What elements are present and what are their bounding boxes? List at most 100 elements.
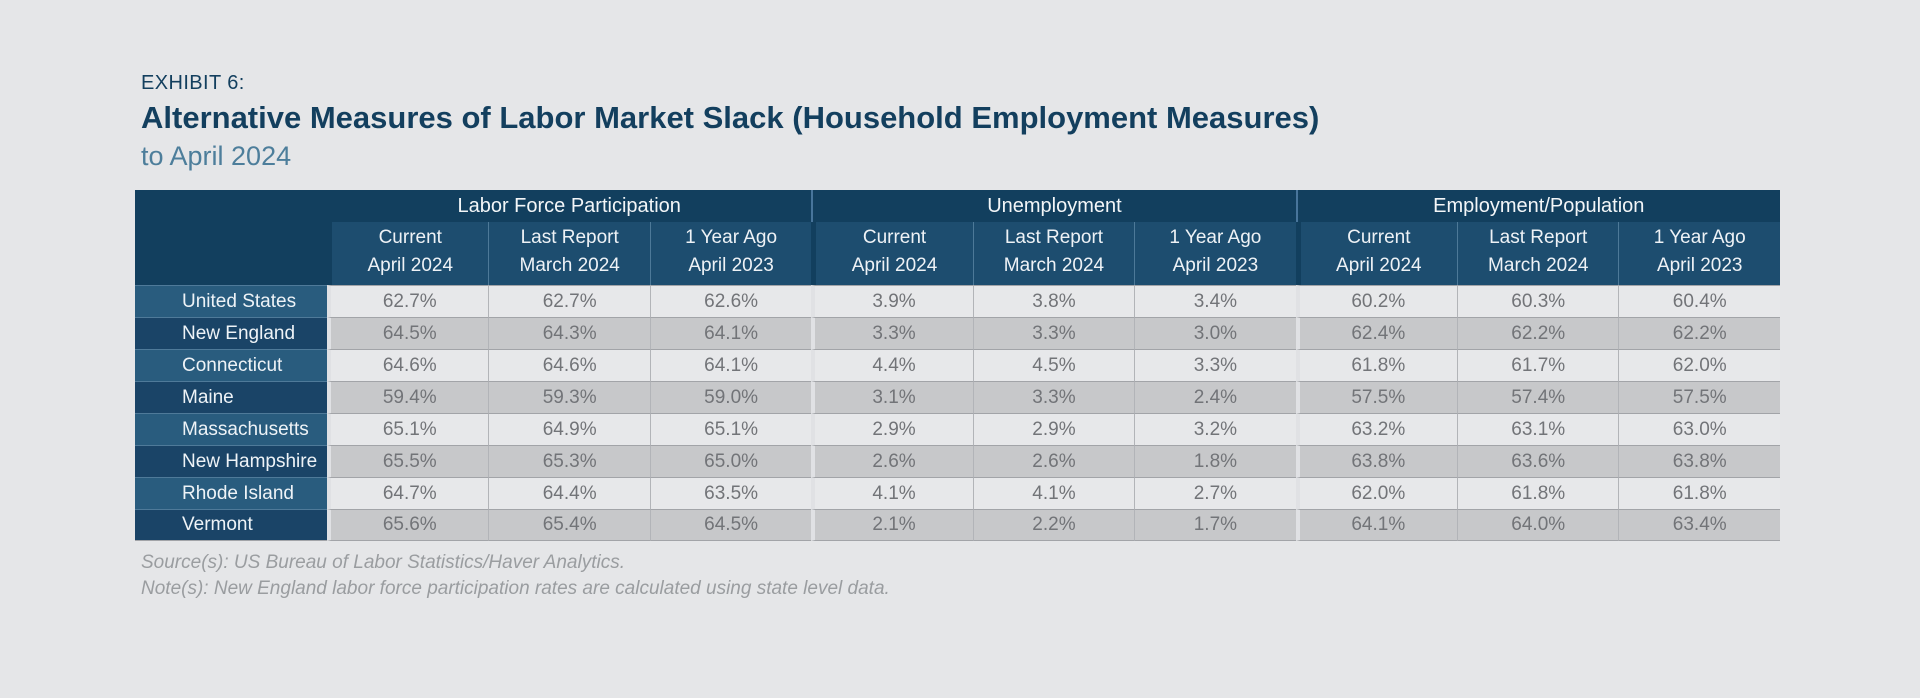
table-cell: 64.6% (488, 349, 650, 381)
column-header-line1: Current (1347, 226, 1411, 248)
table-cell: 62.7% (488, 285, 650, 317)
data-table-container: Labor Force Participation Unemployment E… (135, 190, 1780, 541)
column-header-line2: March 2024 (519, 255, 620, 276)
table-cell: 65.4% (488, 509, 650, 541)
table-cell: 2.1% (811, 509, 973, 541)
column-header-line2: April 2024 (851, 255, 938, 276)
table-cell: 1.8% (1134, 445, 1296, 477)
table-cell: 61.7% (1457, 349, 1619, 381)
table-cell: 57.5% (1295, 381, 1458, 413)
region-column-header (135, 190, 328, 285)
table-cell: 62.0% (1295, 477, 1458, 509)
column-header: 1 Year Ago April 2023 (649, 222, 812, 285)
table-cell: 3.1% (811, 381, 973, 413)
row-label: United States (135, 285, 328, 317)
table-cell: 62.2% (1457, 317, 1619, 349)
column-header-line1: 1 Year Ago (685, 226, 778, 248)
table-cell: 2.2% (972, 509, 1135, 541)
table-cell: 3.3% (972, 317, 1135, 349)
table-cell: 63.6% (1457, 445, 1619, 477)
table-row: Rhode Island 64.7% 64.4% 63.5% 4.1% 4.1%… (135, 477, 1780, 509)
table-row: Massachusetts 65.1% 64.9% 65.1% 2.9% 2.9… (135, 413, 1780, 445)
table-cell: 65.1% (649, 413, 812, 445)
table-cell: 60.2% (1295, 285, 1458, 317)
table-cell: 63.8% (1618, 445, 1780, 477)
table-cell: 63.8% (1295, 445, 1458, 477)
column-header: Last Report March 2024 (488, 222, 650, 285)
table-cell: 61.8% (1618, 477, 1780, 509)
column-group-header-row: Labor Force Participation Unemployment E… (135, 190, 1780, 285)
column-header-line2: March 2024 (1488, 255, 1589, 276)
column-header: Last Report March 2024 (1457, 222, 1619, 285)
table-cell: 60.4% (1618, 285, 1780, 317)
column-header: 1 Year Ago April 2023 (1134, 222, 1296, 285)
table-row: New England 64.5% 64.3% 64.1% 3.3% 3.3% … (135, 317, 1780, 349)
row-label: Rhode Island (135, 477, 328, 509)
table-cell: 3.3% (972, 381, 1135, 413)
table-cell: 57.5% (1618, 381, 1780, 413)
column-subheader-row: Current April 2024 Last Report March 2024 … (135, 222, 1780, 285)
column-group-employment-population: Employment/Population (1295, 190, 1780, 222)
page-title: Alternative Measures of Labor Market Sla… (141, 100, 1320, 135)
table-cell: 2.9% (811, 413, 973, 445)
row-label: New England (135, 317, 328, 349)
column-header-line1: Last Report (1489, 226, 1588, 248)
table-cell: 3.0% (1134, 317, 1296, 349)
table-cell: 4.1% (811, 477, 973, 509)
column-header-line1: Current (378, 226, 442, 248)
table-cell: 65.1% (327, 413, 489, 445)
column-header: Current April 2024 (327, 222, 489, 285)
table-cell: 63.2% (1295, 413, 1458, 445)
table-cell: 63.1% (1457, 413, 1619, 445)
column-header-line2: April 2023 (1172, 255, 1259, 276)
table-row: United States 62.7% 62.7% 62.6% 3.9% 3.8… (135, 285, 1780, 317)
table-cell: 59.0% (649, 381, 812, 413)
table-cell: 62.7% (327, 285, 489, 317)
table-cell: 63.0% (1618, 413, 1780, 445)
column-group-labor-force-participation: Labor Force Participation (327, 190, 812, 222)
column-header-line1: Last Report (1004, 226, 1104, 248)
table-cell: 3.3% (811, 317, 973, 349)
table-cell: 64.5% (649, 509, 812, 541)
footnotes: Source(s): US Bureau of Labor Statistics… (141, 550, 890, 602)
row-label: Maine (135, 381, 328, 413)
table-cell: 59.3% (488, 381, 650, 413)
table-cell: 63.4% (1618, 509, 1780, 541)
column-header: Current April 2024 (811, 222, 973, 285)
row-label: Connecticut (135, 349, 328, 381)
table-cell: 1.7% (1134, 509, 1296, 541)
table-cell: 2.9% (972, 413, 1135, 445)
methodology-note: Note(s): New England labor force partici… (141, 578, 890, 599)
column-header-line2: March 2024 (1003, 255, 1105, 276)
table-cell: 4.5% (972, 349, 1135, 381)
table-cell: 3.4% (1134, 285, 1296, 317)
row-label: New Hampshire (135, 445, 328, 477)
table-cell: 64.1% (649, 349, 812, 381)
table-cell: 3.8% (972, 285, 1135, 317)
table-cell: 59.4% (327, 381, 489, 413)
table-cell: 64.1% (649, 317, 812, 349)
column-header: 1 Year Ago April 2023 (1618, 222, 1780, 285)
table-row: New Hampshire 65.5% 65.3% 65.0% 2.6% 2.6… (135, 445, 1780, 477)
table-cell: 65.6% (327, 509, 489, 541)
table-cell: 2.6% (972, 445, 1135, 477)
table-cell: 3.3% (1134, 349, 1296, 381)
table-row: Connecticut 64.6% 64.6% 64.1% 4.4% 4.5% … (135, 349, 1780, 381)
table-cell: 64.4% (488, 477, 650, 509)
table-cell: 61.8% (1457, 477, 1619, 509)
column-header: Last Report March 2024 (972, 222, 1135, 285)
table-cell: 64.5% (327, 317, 489, 349)
column-header-line1: Current (862, 226, 927, 248)
table-cell: 4.1% (972, 477, 1135, 509)
column-group-unemployment: Unemployment (811, 190, 1296, 222)
column-header-line2: April 2023 (1656, 255, 1743, 276)
table-cell: 61.8% (1295, 349, 1458, 381)
column-header-line1: 1 Year Ago (1653, 226, 1746, 248)
table-cell: 3.2% (1134, 413, 1296, 445)
table-cell: 2.4% (1134, 381, 1296, 413)
table-cell: 65.3% (488, 445, 650, 477)
row-label: Vermont (135, 509, 328, 541)
column-header-line2: April 2024 (1336, 255, 1422, 276)
table-cell: 3.9% (811, 285, 973, 317)
exhibit-number-label: EXHIBIT 6: (141, 72, 245, 94)
